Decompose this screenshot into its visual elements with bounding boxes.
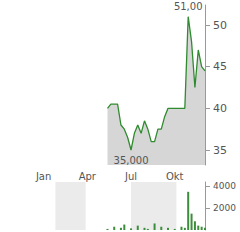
svg-text:51,00: 51,00 bbox=[174, 1, 203, 12]
svg-text:2000: 2000 bbox=[213, 203, 236, 213]
svg-text:35,000: 35,000 bbox=[114, 155, 149, 166]
svg-text:Jan: Jan bbox=[35, 171, 51, 182]
svg-text:Apr: Apr bbox=[79, 171, 97, 182]
svg-text:35: 35 bbox=[213, 144, 227, 157]
svg-text:45: 45 bbox=[213, 60, 227, 73]
svg-text:4000: 4000 bbox=[213, 181, 236, 191]
svg-text:Okt: Okt bbox=[166, 171, 184, 182]
svg-text:Jul: Jul bbox=[124, 171, 137, 182]
svg-text:40: 40 bbox=[213, 102, 227, 115]
svg-text:50: 50 bbox=[213, 19, 227, 32]
